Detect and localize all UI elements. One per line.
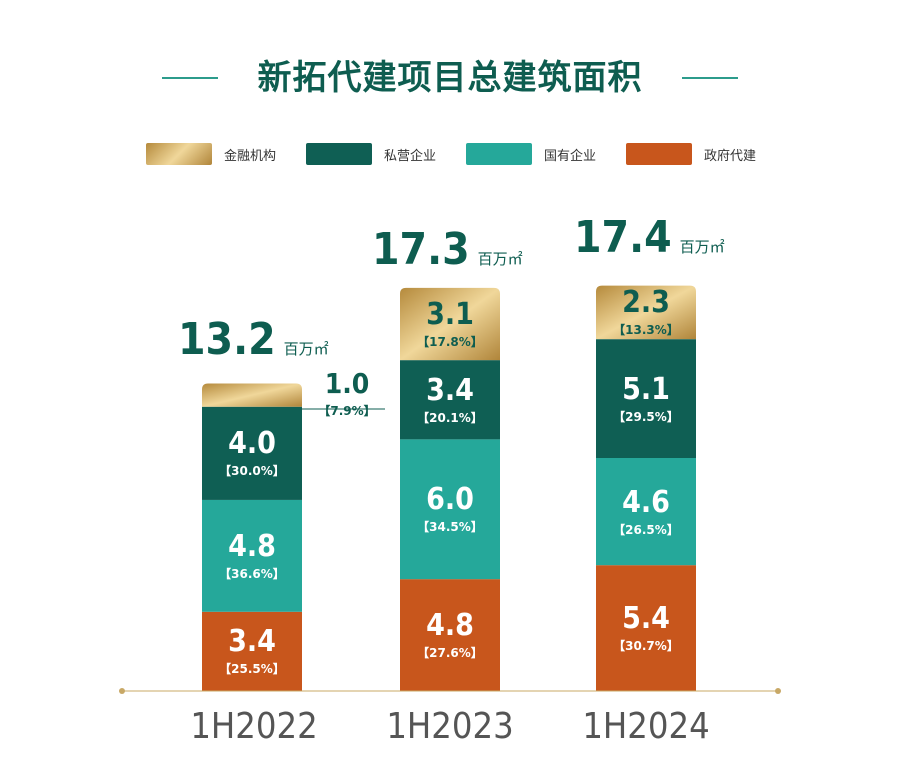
bar-government-1h2024 bbox=[596, 565, 696, 691]
segment-value: 3.4 bbox=[426, 372, 474, 408]
segment-percent: 【27.6%】 bbox=[417, 646, 483, 661]
legend-item-state: 国有企业 bbox=[466, 143, 596, 165]
segment-label-state-1h2023: 6.0 【34.5%】 bbox=[400, 483, 500, 535]
segment-label-financial-1h2022: 1.0 【7.9%】 bbox=[304, 369, 390, 419]
legend-label-state: 国有企业 bbox=[544, 148, 597, 164]
bar-financial-1h2023 bbox=[400, 287, 500, 361]
bar-government-1h2023 bbox=[400, 579, 500, 691]
legend-item-private: 私营企业 bbox=[306, 143, 436, 165]
segment-label-government-1h2022: 3.4 【25.5%】 bbox=[202, 625, 302, 677]
bar-financial-1h2022 bbox=[202, 383, 302, 407]
x-axis-right-dot bbox=[775, 688, 781, 694]
segment-percent: 【25.5%】 bbox=[219, 662, 285, 677]
segment-percent: 【20.1%】 bbox=[417, 410, 483, 425]
bar-financial-1h2024 bbox=[596, 285, 696, 340]
segment-value: 4.8 bbox=[426, 608, 474, 644]
legend-label-government: 政府代建 bbox=[704, 148, 757, 164]
legend-swatch-state bbox=[466, 143, 532, 165]
segment-value: 1.0 bbox=[324, 367, 370, 401]
total-value: 17.4 bbox=[574, 212, 672, 263]
segment-value: 5.1 bbox=[622, 371, 670, 407]
bars-layer bbox=[202, 285, 696, 691]
title-line-right bbox=[682, 77, 738, 79]
bar-private-1h2023 bbox=[400, 360, 500, 440]
segment-label-government-1h2023: 4.8 【27.6%】 bbox=[400, 609, 500, 661]
segment-value: 3.4 bbox=[228, 624, 276, 660]
legend-swatch-private bbox=[306, 143, 372, 165]
segment-percent: 【30.7%】 bbox=[613, 639, 679, 654]
x-tick-1h2023: 1H2023 bbox=[386, 706, 514, 747]
legend-swatch-financial bbox=[146, 143, 212, 165]
segment-label-financial-1h2024: 2.3 【13.3%】 bbox=[596, 286, 696, 338]
segment-label-government-1h2024: 5.4 【30.7%】 bbox=[596, 602, 696, 654]
segment-value: 6.0 bbox=[426, 482, 474, 518]
total-value: 13.2 bbox=[178, 314, 276, 365]
segment-percent: 【36.6%】 bbox=[219, 566, 285, 581]
total-unit: 百万㎡ bbox=[477, 250, 523, 268]
legend-item-financial: 金融机构 bbox=[146, 143, 276, 165]
bar-private-1h2024 bbox=[596, 339, 696, 458]
segment-label-private-1h2023: 3.4 【20.1%】 bbox=[400, 374, 500, 426]
total-label-1h2022: 13.2 百万㎡ bbox=[178, 314, 329, 365]
segment-label-private-1h2022: 4.0 【30.0%】 bbox=[202, 427, 302, 479]
bar-private-1h2022 bbox=[202, 406, 302, 500]
chart-title: 新拓代建项目总建筑面积 bbox=[257, 58, 643, 98]
bar-state-1h2024 bbox=[596, 458, 696, 566]
segment-label-private-1h2024: 5.1 【29.5%】 bbox=[596, 373, 696, 425]
segment-percent: 【7.9%】 bbox=[318, 404, 376, 419]
segment-label-financial-1h2023: 3.1 【17.8%】 bbox=[400, 298, 500, 350]
bar-government-1h2022 bbox=[202, 611, 302, 691]
legend-label-private: 私营企业 bbox=[384, 148, 437, 164]
segment-value: 5.4 bbox=[622, 601, 670, 637]
segment-label-state-1h2024: 4.6 【26.5%】 bbox=[596, 486, 696, 538]
segment-percent: 【30.0%】 bbox=[219, 464, 285, 479]
x-tick-1h2024: 1H2024 bbox=[582, 706, 710, 747]
segment-percent: 【34.5%】 bbox=[417, 520, 483, 535]
title-line-left bbox=[162, 77, 218, 79]
total-label-1h2023: 17.3 百万㎡ bbox=[372, 224, 523, 275]
total-value: 17.3 bbox=[372, 224, 470, 275]
total-unit: 百万㎡ bbox=[283, 340, 329, 358]
segment-percent: 【13.3%】 bbox=[613, 323, 679, 338]
legend-item-government: 政府代建 bbox=[626, 143, 756, 165]
segment-percent: 【29.5%】 bbox=[613, 409, 679, 424]
segment-value: 3.1 bbox=[426, 297, 474, 333]
bar-state-1h2022 bbox=[202, 499, 302, 612]
segment-value: 2.3 bbox=[622, 285, 670, 321]
total-unit: 百万㎡ bbox=[679, 238, 725, 256]
bar-state-1h2023 bbox=[400, 439, 500, 580]
segment-value: 4.8 bbox=[228, 528, 276, 564]
segment-percent: 【17.8%】 bbox=[417, 335, 483, 350]
total-label-1h2024: 17.4 百万㎡ bbox=[574, 212, 725, 263]
segment-percent: 【26.5%】 bbox=[613, 522, 679, 537]
segment-value: 4.0 bbox=[228, 426, 276, 462]
x-tick-1h2022: 1H2022 bbox=[190, 706, 318, 747]
x-axis-left-dot bbox=[119, 688, 125, 694]
segment-value: 4.6 bbox=[622, 484, 670, 520]
segment-label-state-1h2022: 4.8 【36.6%】 bbox=[202, 530, 302, 582]
legend-label-financial: 金融机构 bbox=[224, 148, 277, 164]
legend-swatch-government bbox=[626, 143, 692, 165]
